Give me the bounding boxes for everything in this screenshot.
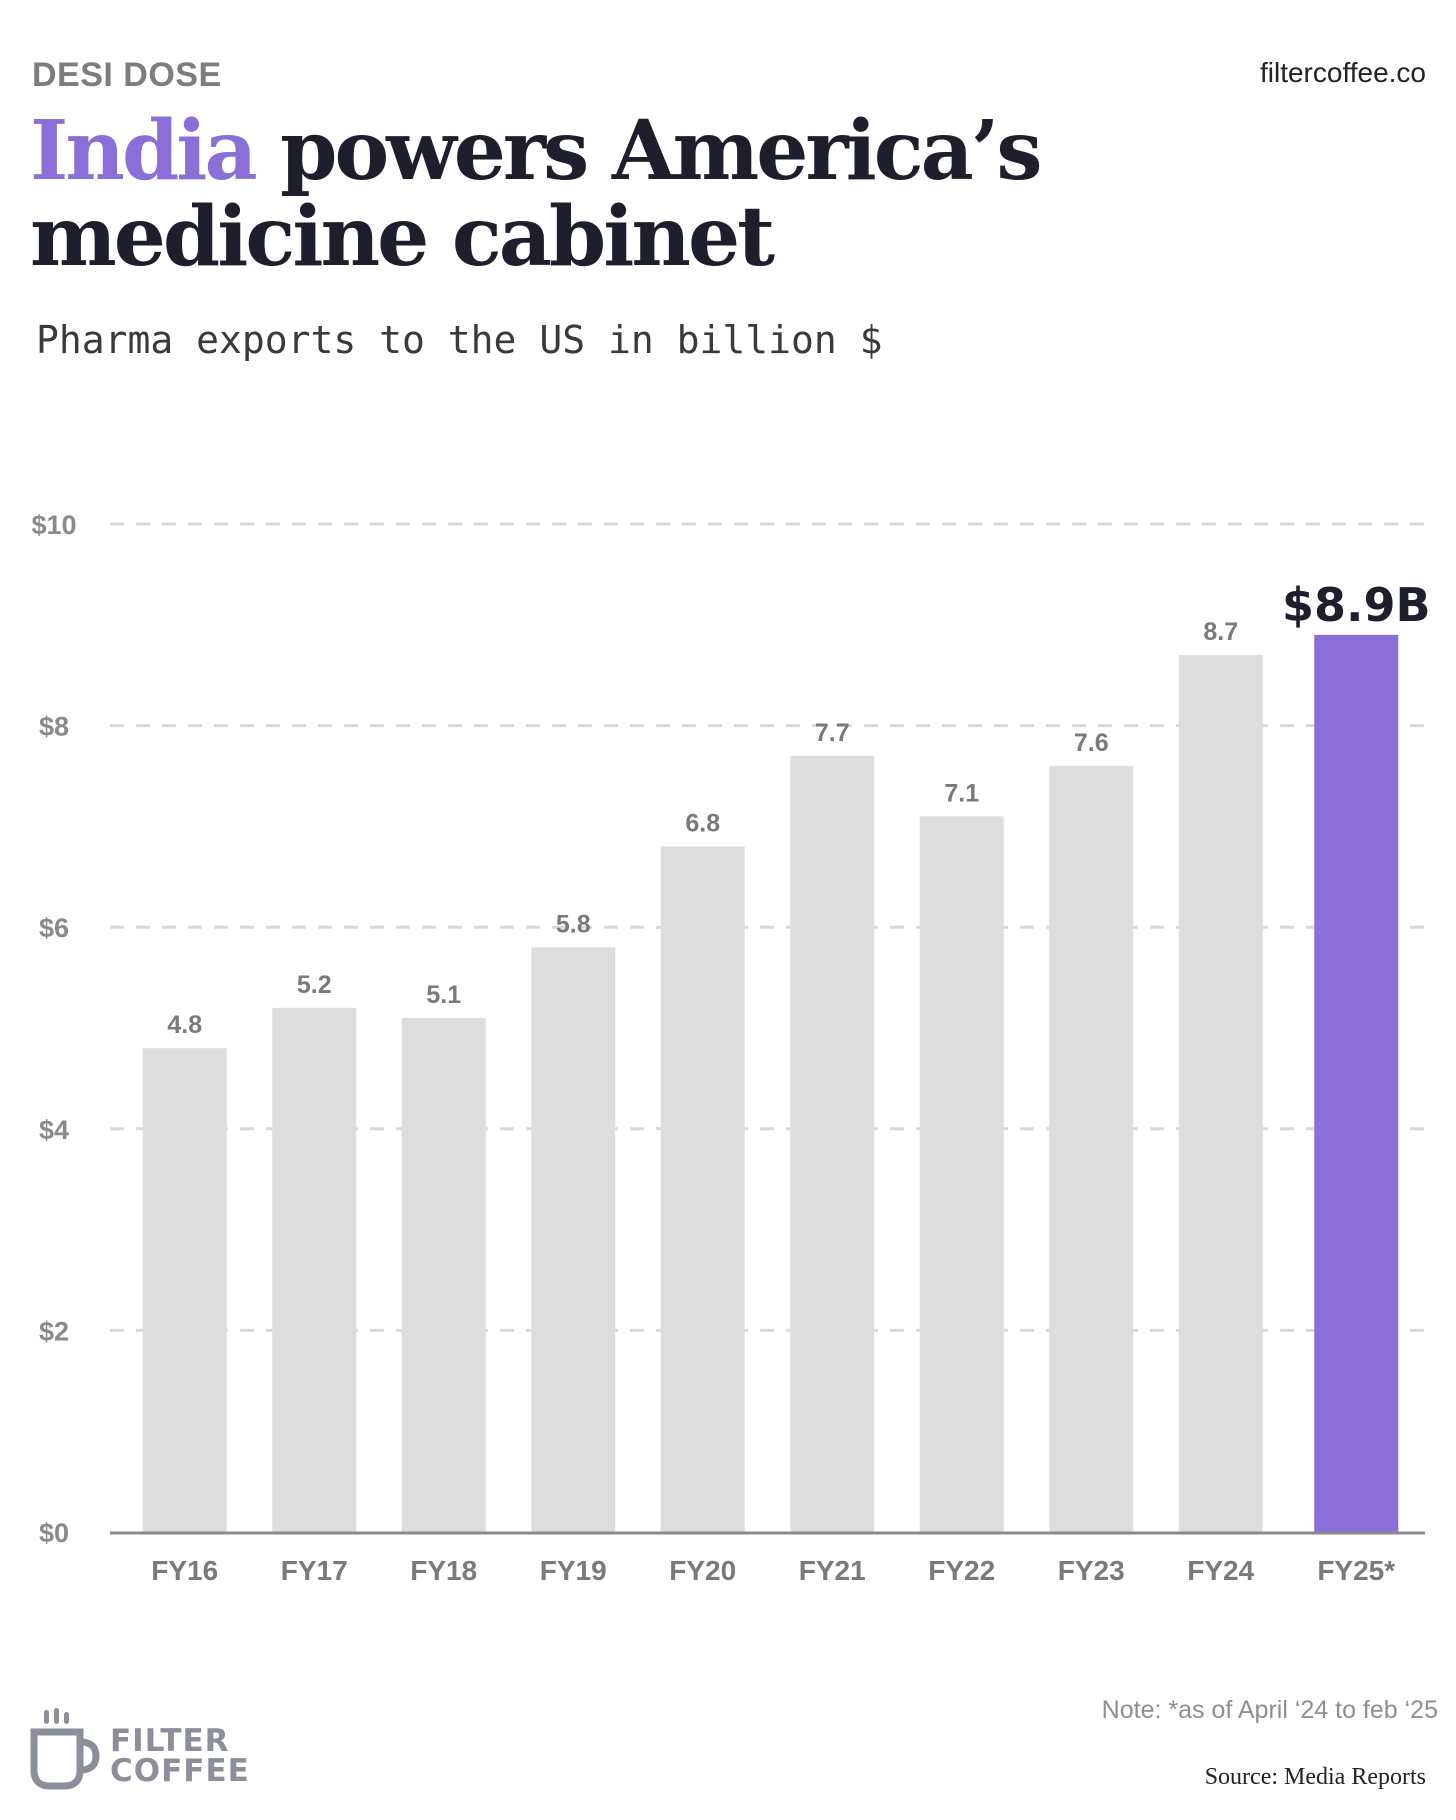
title-rest: powers America’s medicine cabinet [30,103,1043,285]
bar [531,947,616,1532]
value-label: 5.2 [297,971,332,999]
value-label: 4.8 [167,1011,202,1039]
value-label: 5.1 [426,981,461,1009]
title-highlight: India [30,103,258,199]
bar [1049,765,1134,1532]
value-label: 5.8 [556,910,591,938]
y-tick-label: $10 [31,510,76,540]
footnote: Note: *as of April ‘24 to feb ‘25 [1101,1696,1438,1724]
bar [142,1048,227,1532]
x-tick-label: FY16 [151,1555,218,1586]
value-label: 7.7 [815,719,850,747]
chart-subtitle: Pharma exports to the US in billion $ [36,318,883,362]
value-label-highlight: $8.9B [1282,578,1431,632]
logo-line-1: FILTER [110,1723,230,1759]
x-tick-label: FY23 [1058,1555,1125,1586]
page-title: India powers America’s medicine cabinet [30,108,1440,280]
logo-line-2: COFFEE [110,1753,250,1789]
value-labels: 4.8 5.2 5.1 5.8 6.8 7.7 7.1 7.6 8.7 $8.9B [167,578,1430,1039]
y-tick-label: $8 [39,712,69,742]
y-tick-label: $4 [39,1115,69,1145]
bar [272,1007,357,1532]
value-label: 7.6 [1074,729,1109,757]
value-label: 7.1 [944,779,979,807]
x-tick-label: FY25* [1317,1555,1395,1586]
bar [660,846,745,1532]
y-tick-label: $0 [39,1518,69,1548]
x-tick-label: FY18 [410,1555,477,1586]
bar [919,816,1004,1532]
y-axis-ticks: $0 $2 $4 $6 $8 $10 [31,510,76,1548]
value-label: 8.7 [1203,618,1238,646]
value-label: 6.8 [685,810,720,838]
x-tick-label: FY21 [799,1555,866,1586]
x-tick-label: FY22 [928,1555,995,1586]
logo-wordmark: FILTER COFFEE [110,1723,250,1789]
y-tick-label: $6 [39,913,69,943]
bar-highlight [1314,634,1399,1532]
site-url: filtercoffee.co [1259,57,1426,88]
bar-chart: $0 $2 $4 $6 $8 $10 4.8 5.2 5.1 5.8 6.8 7.7 7.1 7.6 8.… [31,510,1430,1586]
x-tick-label: FY17 [281,1555,348,1586]
x-tick-label: FY19 [540,1555,607,1586]
source-credit: Source: Media Reports [1204,1764,1426,1790]
bar [790,755,875,1532]
x-axis-ticks: FY16 FY17 FY18 FY19 FY20 FY21 FY22 FY23 FY24 FY25… [151,1555,1395,1586]
bar [401,1017,486,1532]
kicker: DESI DOSE [32,56,222,94]
bar [1178,655,1263,1532]
coffee-cup-icon [30,1708,100,1790]
y-tick-label: $2 [39,1316,69,1346]
x-tick-label: FY24 [1187,1555,1254,1586]
bars [142,634,1399,1532]
x-tick-label: FY20 [669,1555,736,1586]
